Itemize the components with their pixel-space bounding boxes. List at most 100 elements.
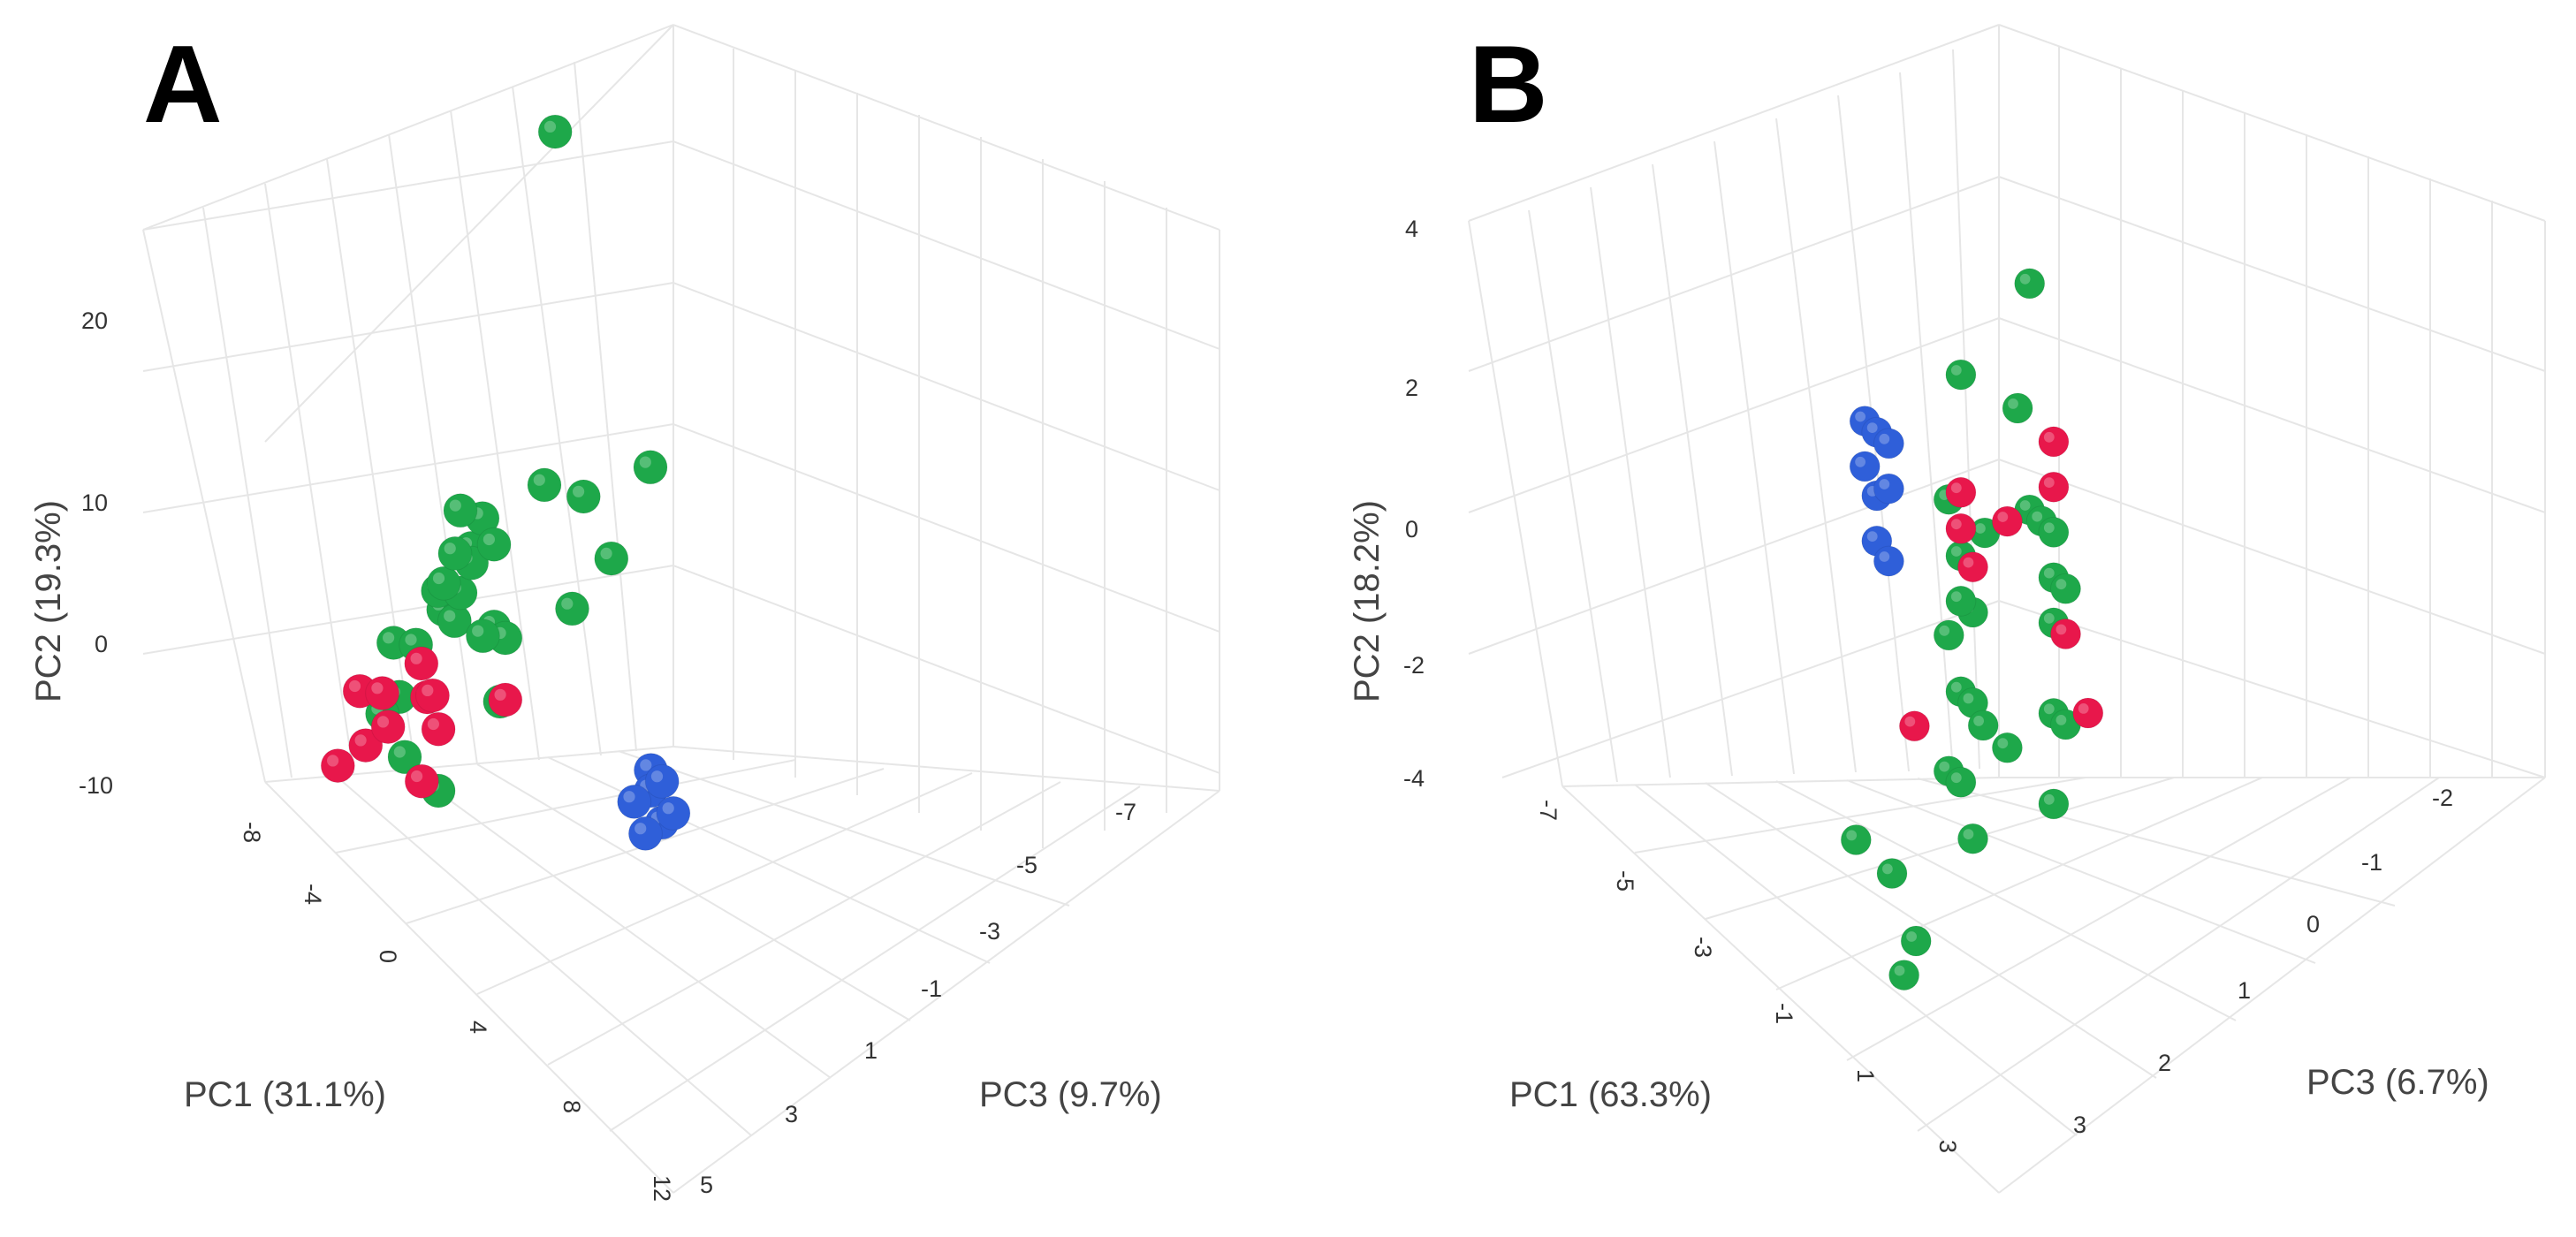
data-point-highlight xyxy=(1882,863,1893,875)
panel-a-xtick: -8 xyxy=(239,822,265,843)
data-point-green xyxy=(443,493,478,528)
data-point-highlight xyxy=(1963,557,1974,568)
data-point-highlight xyxy=(411,770,423,783)
data-point-highlight xyxy=(2043,612,2055,624)
panel-b-xtick: -5 xyxy=(1612,870,1638,892)
panel-b-xtick: -3 xyxy=(1690,937,1716,958)
data-point-highlight xyxy=(2055,579,2067,590)
data-point-green xyxy=(2038,516,2070,548)
data-point-green xyxy=(387,740,422,775)
panel-b-ylabel: PC2 (18.2%) xyxy=(1348,500,1387,702)
data-point-green xyxy=(1967,710,1999,741)
data-point-red xyxy=(2038,426,2070,458)
data-point-highlight xyxy=(376,716,390,728)
panel-b-xtick: 3 xyxy=(1934,1140,1961,1153)
data-point-highlight xyxy=(640,759,652,771)
data-point-highlight xyxy=(1997,512,2009,522)
data-point-highlight xyxy=(1866,531,1878,542)
data-point-green xyxy=(1945,766,1977,798)
data-point-highlight xyxy=(1855,411,1866,422)
data-point-highlight xyxy=(1904,716,1916,727)
data-point-highlight xyxy=(2032,511,2043,522)
panel-a-ztick: 1 xyxy=(864,1037,878,1064)
panel-b-ztick: 3 xyxy=(2073,1112,2086,1138)
data-point-highlight xyxy=(2043,703,2055,715)
data-point-highlight xyxy=(1866,422,1878,433)
data-point-highlight xyxy=(573,485,585,497)
data-point-green xyxy=(1933,619,1964,651)
data-point-highlight xyxy=(327,755,339,767)
data-point-highlight xyxy=(2043,477,2055,488)
panel-b-ztick: 2 xyxy=(2158,1050,2171,1076)
data-point-highlight xyxy=(1950,365,1962,376)
data-point-highlight xyxy=(422,684,434,697)
panel-b: B xyxy=(1348,24,2546,1194)
data-point-highlight xyxy=(561,597,574,610)
data-point-highlight xyxy=(600,547,612,560)
data-point-blue xyxy=(1873,428,1904,459)
data-point-green xyxy=(1945,359,1977,391)
data-point-highlight xyxy=(2019,500,2031,511)
data-point-highlight xyxy=(1855,456,1866,467)
panel-b-ztick: 1 xyxy=(2238,977,2251,1004)
data-point-highlight xyxy=(348,679,361,693)
data-point-red xyxy=(1945,476,1977,508)
panel-a-ztick: -5 xyxy=(1016,852,1037,878)
data-point-green xyxy=(2050,573,2081,604)
panel-b-ytick: -2 xyxy=(1403,652,1425,679)
panel-b-xtick: 1 xyxy=(1852,1069,1879,1082)
panel-b-zlabel: PC3 (6.7%) xyxy=(2306,1063,2489,1102)
data-point-green xyxy=(1840,824,1872,855)
data-point-highlight xyxy=(383,632,395,644)
data-point-highlight xyxy=(405,634,417,646)
panel-b-ztick: -1 xyxy=(2361,849,2382,876)
data-point-highlight xyxy=(494,688,506,701)
panel-b-ytick: 2 xyxy=(1405,375,1418,401)
data-point-highlight xyxy=(1906,931,1918,942)
data-point-green xyxy=(633,450,668,485)
panel-a-ytick: 10 xyxy=(81,489,108,516)
data-point-highlight xyxy=(639,456,651,468)
data-point-highlight xyxy=(1963,693,1974,704)
data-point-highlight xyxy=(2043,567,2055,579)
panel-a-letter: A xyxy=(143,24,223,146)
panel-b-xtick: -7 xyxy=(1535,800,1562,821)
data-point-highlight xyxy=(371,682,384,694)
data-point-highlight xyxy=(1879,479,1890,489)
data-point-blue xyxy=(1873,545,1904,577)
panel-a-xtick: 8 xyxy=(559,1100,585,1113)
data-point-green xyxy=(555,591,589,626)
panel-b-letter: B xyxy=(1469,24,1548,146)
data-point-red xyxy=(421,711,456,747)
data-point-highlight xyxy=(1973,716,1985,726)
data-point-highlight xyxy=(2043,522,2055,534)
data-point-blue xyxy=(617,784,652,819)
data-point-highlight xyxy=(1846,830,1858,841)
data-point-highlight xyxy=(1894,965,1905,976)
data-point-green xyxy=(437,535,473,571)
data-point-green xyxy=(1876,858,1908,889)
panel-a-points xyxy=(320,114,691,851)
data-point-highlight xyxy=(543,120,557,133)
data-point-highlight xyxy=(354,734,367,747)
data-point-green xyxy=(527,467,562,503)
data-point-highlight xyxy=(2055,715,2067,725)
data-point-blue xyxy=(1873,473,1904,505)
data-point-green xyxy=(426,565,461,601)
panel-b-ytick: 4 xyxy=(1405,216,1418,242)
data-point-red xyxy=(320,748,355,784)
data-point-green xyxy=(537,114,573,149)
data-point-green xyxy=(476,527,512,562)
data-point-highlight xyxy=(444,610,456,622)
data-point-highlight xyxy=(2043,793,2055,805)
data-point-red xyxy=(1898,710,1930,742)
panel-a-xtick: 0 xyxy=(375,950,401,963)
data-point-highlight xyxy=(1950,482,1962,494)
data-point-green xyxy=(594,541,629,576)
data-point-highlight xyxy=(483,533,496,546)
data-point-red xyxy=(1991,505,2023,537)
data-point-highlight xyxy=(2008,398,2018,409)
data-point-blue xyxy=(627,816,663,851)
data-point-highlight xyxy=(2019,273,2031,285)
data-point-highlight xyxy=(472,625,484,637)
